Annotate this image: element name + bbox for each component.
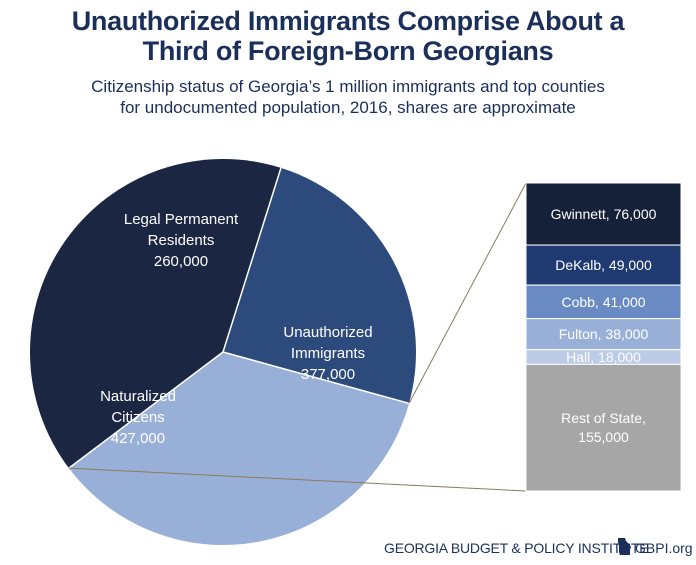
pie-slice-label-line: 260,000: [154, 253, 208, 270]
pie-slice-label-line: Unauthorized: [283, 324, 372, 341]
pie-slice-label-line: Naturalized: [100, 388, 176, 405]
pie-slice-divider: [222, 167, 282, 353]
pie-slice-label-line: Citizens: [111, 409, 164, 426]
chart-title-line1: Unauthorized Immigrants Comprise About a: [71, 6, 625, 36]
chart-subtitle-line2: for undocumented population, 2016, share…: [120, 98, 576, 117]
chart-title-line2: Third of Foreign-Born Georgians: [142, 36, 554, 66]
pie-slice-label: Legal Permanent Residents 260,000: [124, 211, 239, 270]
connector-line-top: [408, 182, 527, 404]
bar-segment-label-line: 155,000: [578, 429, 629, 445]
pie-slice: [29, 158, 281, 469]
bar-segment-label-line: Cobb, 41,000: [561, 294, 645, 310]
pie-slice-label-line: 427,000: [111, 430, 165, 447]
connector-line-bottom: [68, 467, 527, 492]
pie-slice: [223, 167, 416, 404]
chart-title: Unauthorized Immigrants Comprise About a…: [0, 6, 696, 66]
stacked-bar: Gwinnett, 76,000 DeKalb, 49,000 Cobb, 41,0…: [525, 182, 682, 492]
bar-segment-label-line: Hall, 18,000: [566, 349, 641, 365]
bar-segment-label-line: Gwinnett, 76,000: [551, 206, 657, 222]
bar-segment-label: DeKalb, 49,000: [555, 257, 652, 273]
bar-segment-label-line: DeKalb, 49,000: [555, 257, 652, 273]
bar-segment-label-line: Fulton, 38,000: [559, 326, 649, 342]
footer: GEORGIA BUDGET & POLICY INSTITUTE GBPI.o…: [0, 537, 696, 561]
bar-segment: [525, 182, 682, 246]
pie-slice-divider: [222, 351, 410, 405]
chart-subtitle: Citizenship status of Georgia’s 1 millio…: [0, 76, 696, 118]
bar-segment: [525, 244, 682, 286]
footer-org: GEORGIA BUDGET & POLICY INSTITUTE: [384, 540, 649, 556]
pie-slice-label-line: 377,000: [301, 366, 355, 383]
bar-segment-label: Fulton, 38,000: [559, 326, 649, 342]
pie-slice: [68, 352, 410, 545]
bar-segment: [525, 363, 682, 492]
pie-slice-label: Unauthorized Immigrants 377,000: [283, 324, 372, 383]
pie-slice-label-line: Residents: [148, 232, 215, 249]
pie-slice-label-line: Immigrants: [291, 345, 365, 362]
georgia-state-icon: [618, 538, 631, 555]
bar-segment-label: Gwinnett, 76,000: [551, 206, 657, 222]
pie-slice-label-line: Legal Permanent: [124, 211, 239, 228]
bar-segment-label: Rest of State, 155,000: [561, 410, 646, 445]
bar-segment-label: Cobb, 41,000: [561, 294, 645, 310]
bar-segment-label-line: Rest of State,: [561, 410, 646, 426]
pie-slice-label: Naturalized Citizens 427,000: [100, 388, 176, 447]
pie-slice-divider: [68, 351, 224, 469]
pie-chart: Naturalized Citizens 427,000 Legal Permanen…: [29, 158, 416, 545]
bar-segment-label: Hall, 18,000: [566, 349, 641, 365]
bar-segment: [525, 284, 682, 320]
footer-site[interactable]: GBPI.org: [635, 540, 693, 556]
chart-subtitle-line1: Citizenship status of Georgia’s 1 millio…: [91, 77, 605, 96]
